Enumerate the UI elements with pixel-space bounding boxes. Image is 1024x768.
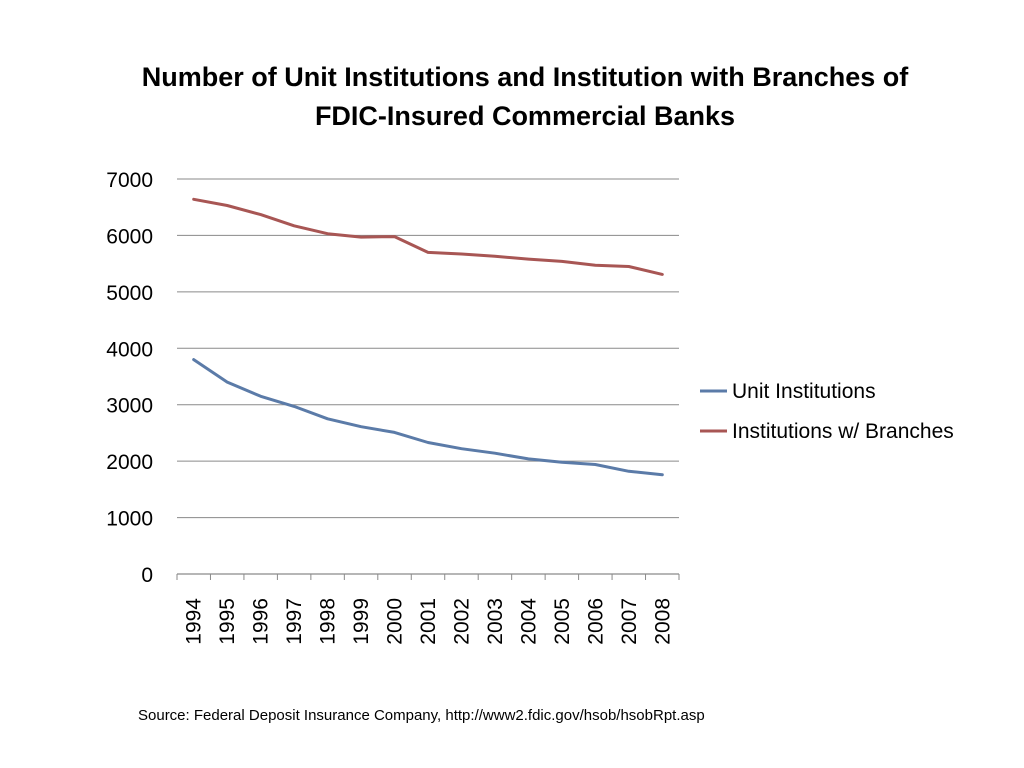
y-tick-label: 2000 bbox=[106, 451, 153, 474]
slide-title: Number of Unit Institutions and Institut… bbox=[60, 58, 990, 136]
x-tick-label: 2006 bbox=[584, 598, 607, 645]
legend-label: Institutions w/ Branches bbox=[732, 420, 954, 443]
gridlines bbox=[177, 178, 679, 519]
slide-title-line-1: Number of Unit Institutions and Institut… bbox=[141, 62, 909, 92]
y-tick-label: 7000 bbox=[106, 169, 153, 192]
x-tick-label: 2001 bbox=[417, 598, 440, 645]
y-tick-label: 5000 bbox=[106, 282, 153, 305]
x-tick-label: 2003 bbox=[484, 598, 507, 645]
slide-title-line-2: FDIC-Insured Commercial Banks bbox=[314, 101, 736, 131]
y-tick-label: 4000 bbox=[106, 338, 153, 361]
y-tick-label: 1000 bbox=[106, 508, 153, 531]
x-tick-label: 2000 bbox=[384, 598, 407, 645]
x-tick-label: 1997 bbox=[283, 598, 306, 645]
axes: 0 1000 2000 3000 4000 5000 6000 7000 1994 1995 199… bbox=[106, 169, 680, 645]
x-tick-label: 2008 bbox=[651, 598, 674, 645]
x-tick-label: 1998 bbox=[317, 598, 340, 645]
legend: Unit Institutions Institutions w/ Branche… bbox=[700, 380, 954, 443]
series-line-unit-institutions bbox=[192, 358, 664, 477]
x-tick-label: 1995 bbox=[216, 598, 239, 645]
x-tick-label: 2005 bbox=[551, 598, 574, 645]
y-tick-label: 0 bbox=[141, 564, 153, 587]
x-tick-label: 1996 bbox=[250, 598, 273, 645]
legend-label: Unit Institutions bbox=[732, 380, 876, 403]
x-tick-label: 2002 bbox=[450, 598, 473, 645]
series-line-institutions-with-branches bbox=[192, 197, 664, 276]
x-tick-label: 2004 bbox=[517, 598, 540, 645]
y-tick-label: 3000 bbox=[106, 395, 153, 418]
x-tick-label: 1994 bbox=[183, 598, 206, 645]
x-tick-label: 1999 bbox=[350, 598, 373, 645]
x-tick-label: 2007 bbox=[618, 598, 641, 645]
source-note: Source: Federal Deposit Insurance Compan… bbox=[138, 707, 705, 724]
y-tick-label: 6000 bbox=[106, 225, 153, 248]
series-lines bbox=[192, 197, 664, 477]
